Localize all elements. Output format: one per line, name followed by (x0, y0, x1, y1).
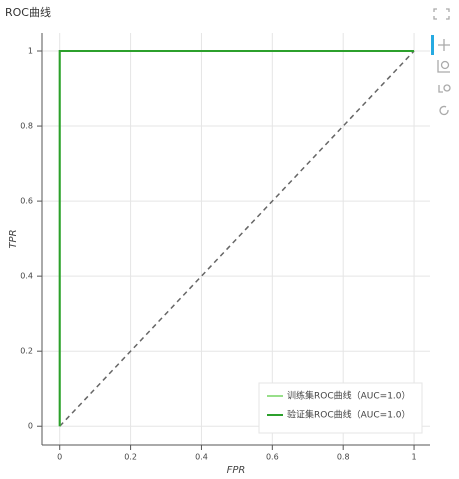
y-axis-label: TPR (8, 229, 19, 248)
y-tick-label: 0 (28, 422, 33, 431)
wheel-zoom-tool[interactable] (438, 84, 451, 93)
chart-title: ROC曲线 (5, 5, 51, 19)
legend-label: 验证集ROC曲线（AUC=1.0） (287, 409, 411, 421)
roc-line (58, 50, 415, 427)
toolbar-active (431, 35, 434, 55)
pan-tool[interactable] (438, 39, 450, 51)
legend-box (258, 382, 423, 434)
x-tick-label: 0.4 (195, 453, 208, 462)
y-tick-label: 1 (28, 47, 33, 56)
y-tick-label: 0.8 (20, 122, 33, 131)
roc-line (58, 50, 415, 427)
diagonal-line (59, 50, 415, 427)
expand-icon[interactable] (433, 8, 450, 20)
x-tick-label: 0 (57, 453, 62, 462)
x-axis-label: FPR (227, 465, 246, 476)
x-tick-label: 0.2 (124, 453, 137, 462)
x-tick-label: 1 (412, 453, 417, 462)
y-tick-label: 0.4 (20, 272, 33, 281)
zoom-tool[interactable] (437, 60, 450, 73)
x-tick-label: 0.8 (337, 453, 350, 462)
y-tick-label: 0.6 (20, 197, 33, 206)
reset-tool[interactable] (439, 105, 449, 116)
y-tick-label: 0.2 (20, 347, 33, 356)
legend-label: 训练集ROC曲线（AUC=1.0） (287, 390, 411, 402)
x-tick-label: 0.6 (266, 453, 279, 462)
